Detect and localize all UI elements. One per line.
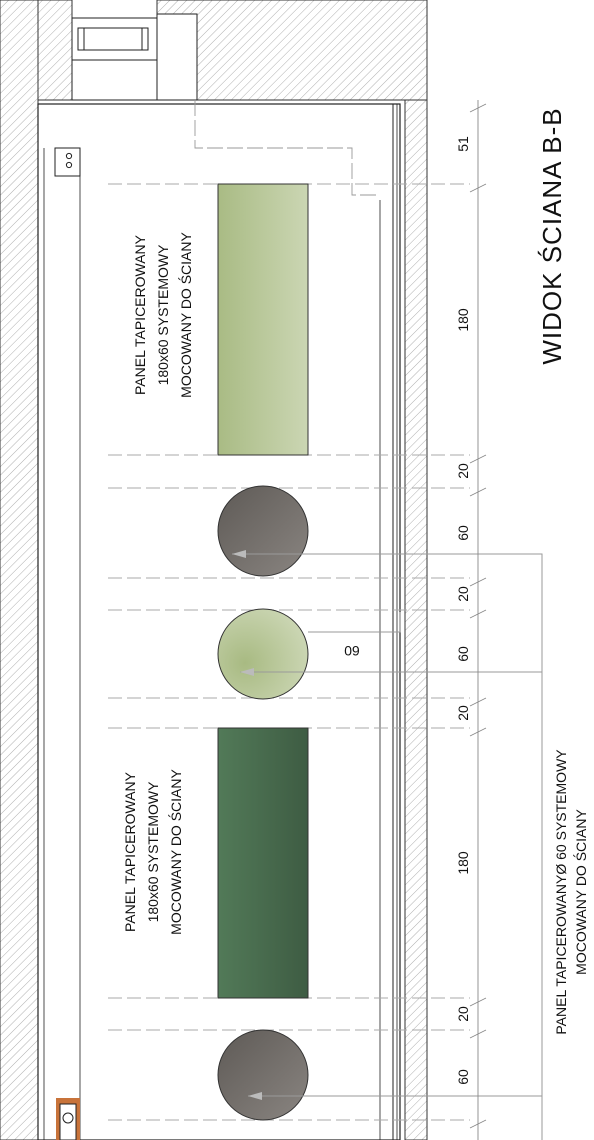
dim-180-upper: 180 (455, 308, 471, 332)
round-panel-note: PANEL TAPICEROWANYØ 60 SYSTEMOWY MOCOWAN… (553, 749, 589, 1035)
drawing-title: WIDOK ŚCIANA B-B (537, 107, 567, 364)
round-panel-gray-lower (217, 1029, 309, 1121)
panel-upper-note: PANEL TAPICEROWANY 180x60 SYSTEMOWY MOCO… (132, 231, 194, 397)
round-panel-note-line-2: MOCOWANY DO ŚCIANY (572, 808, 589, 974)
top-frame-element (71, 13, 198, 101)
dimension-labels: 51 180 20 60 20 60 20 180 20 60 (455, 136, 471, 1085)
dim-180-lower: 180 (455, 851, 471, 875)
dim-60-b: 60 (455, 646, 471, 662)
leader-arrows (232, 550, 262, 1100)
socket-bottom (56, 1098, 80, 1140)
wall-hatching (0, 0, 428, 1140)
dimension-chain (469, 100, 487, 1140)
panel-upper-note-line-3: MOCOWANY DO ŚCIANY (177, 231, 194, 397)
dim-20-b: 20 (455, 586, 471, 602)
dim-51: 51 (455, 136, 471, 152)
panel-lower-note-line-3: MOCOWANY DO ŚCIANY (167, 768, 184, 934)
socket-top (54, 147, 81, 177)
panel-lower-note: PANEL TAPICEROWANY 180x60 SYSTEMOWY MOCO… (122, 768, 184, 934)
round-panel-gray-upper (217, 485, 309, 577)
dim-60-a: 60 (455, 525, 471, 541)
panel-lower-note-line-2: 180x60 SYSTEMOWY (145, 781, 161, 922)
round-panel-light-green (217, 608, 309, 700)
panel-upper-note-line-2: 180x60 SYSTEMOWY (155, 244, 171, 385)
leader-lines (232, 553, 543, 1140)
dim-20-c: 20 (455, 705, 471, 721)
round-panel-note-line-1: PANEL TAPICEROWANYØ 60 SYSTEMOWY (553, 749, 569, 1035)
dim-20-a: 20 (455, 463, 471, 479)
panel-upper-note-line-1: PANEL TAPICEROWANY (132, 234, 148, 395)
dim-60-c: 60 (455, 1069, 471, 1085)
panel-lower-note-line-1: PANEL TAPICEROWANY (122, 771, 138, 932)
guide-line-top (194, 100, 380, 196)
round-dim-label: 60 (344, 643, 360, 659)
panel-upper-light-green (217, 183, 309, 456)
dim-20-d: 20 (455, 1006, 471, 1022)
panel-lower-dark-green (217, 727, 309, 999)
